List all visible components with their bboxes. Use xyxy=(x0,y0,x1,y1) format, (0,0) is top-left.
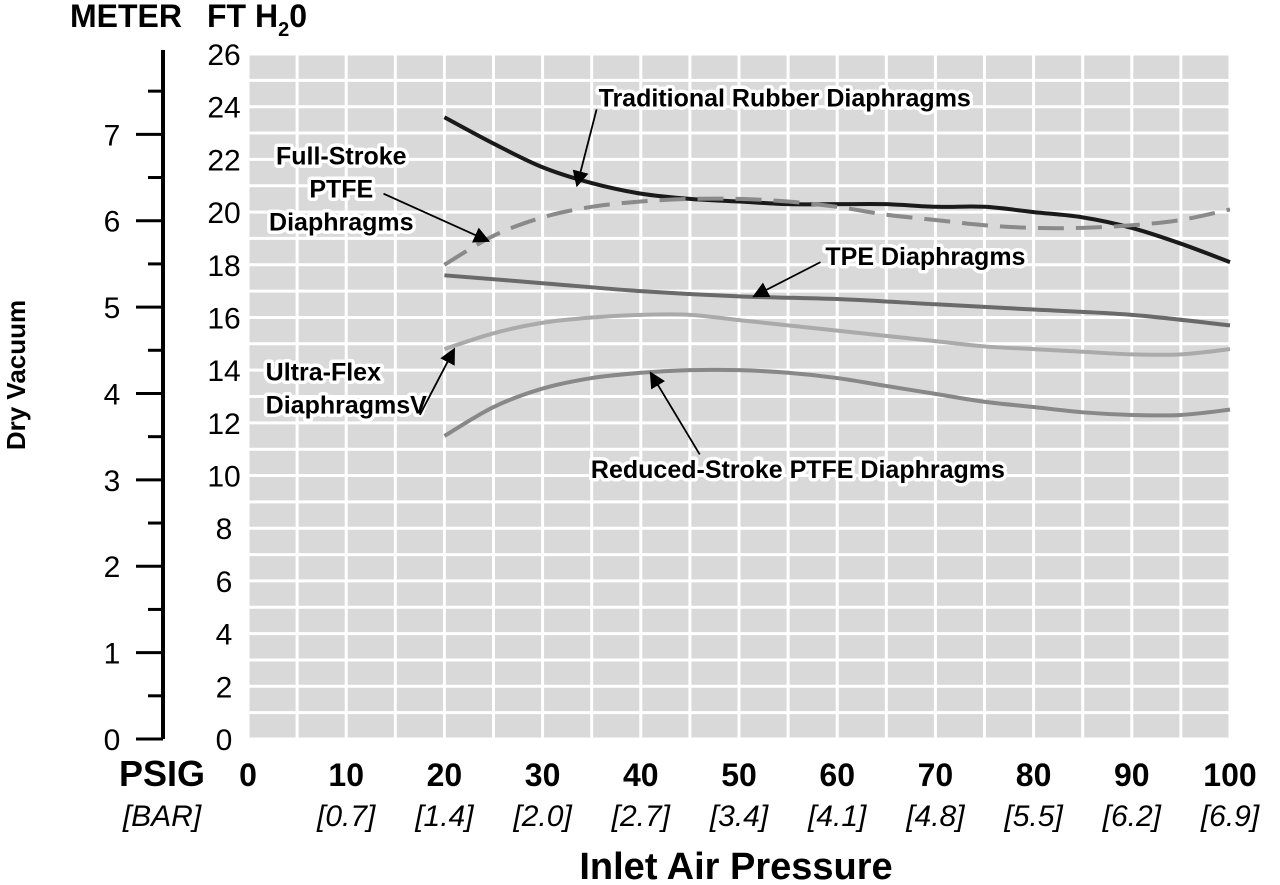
series-line-reduced-stroke-ptfe-diaphragms xyxy=(443,367,1231,438)
series-line-full-stroke-ptfe-diaphragms xyxy=(443,196,1231,267)
x-tick-label: 90 xyxy=(1114,757,1150,793)
annotation-arrow xyxy=(572,109,598,188)
y-tick-label: 26 xyxy=(207,39,240,72)
x-bar-tick-label: [6.2] xyxy=(1102,800,1162,833)
annotation-layer: Traditional Rubber DiaphragmsTraditional… xyxy=(262,81,1029,487)
annotation-label: Traditional Rubber Diaphragms xyxy=(599,85,971,113)
x-tick-label: 80 xyxy=(1016,757,1052,793)
x-tick-label: 10 xyxy=(328,757,364,793)
meter-axis xyxy=(136,50,165,741)
annotation-label: Diaphragms xyxy=(269,209,413,237)
meter-tick-label: 2 xyxy=(104,551,121,584)
y-tick-label: 6 xyxy=(216,566,233,599)
psig-unit-label: PSIG xyxy=(119,753,205,794)
y-tick-label: 22 xyxy=(207,144,240,177)
y-tick-label: 4 xyxy=(216,619,233,652)
x-tick-label: 70 xyxy=(918,757,954,793)
series-line-ultra-flex-diaphragmsv xyxy=(443,312,1231,357)
x-bar-tick-label: [5.5] xyxy=(1003,800,1063,833)
annotation-arrow xyxy=(649,371,701,455)
annotation-label: Reduced-Stroke PTFE Diaphragms xyxy=(591,456,1005,484)
annotation-label-halo: Ultra-Flex xyxy=(266,359,381,387)
x-tick-label: 100 xyxy=(1203,757,1256,793)
x-tick-label: 30 xyxy=(525,757,561,793)
y-tick-label: 2 xyxy=(216,671,233,704)
annotation-label-halo: TPE Diaphragms xyxy=(825,243,1025,271)
meter-tick-label: 6 xyxy=(104,206,121,239)
meter-tick-label: 1 xyxy=(104,638,121,671)
x-bar-tick-label: [6.9] xyxy=(1200,800,1260,833)
annotation-label-halo: DiaphragmsV xyxy=(266,392,427,420)
annotation-label: Full-Stroke xyxy=(276,143,407,171)
meter-tick-label: 4 xyxy=(104,378,121,411)
meter-tick-label: 0 xyxy=(104,724,121,757)
x-tick-label: 40 xyxy=(623,757,659,793)
annotation-label: TPE Diaphragms xyxy=(825,243,1025,271)
y-tick-label: 12 xyxy=(207,408,240,441)
y-tick-label: 14 xyxy=(207,355,240,388)
x-axis-title: Inlet Air Pressure xyxy=(579,846,892,885)
x-tick-label: 20 xyxy=(427,757,463,793)
annotation-arrow xyxy=(419,347,456,416)
meter-tick-label: 5 xyxy=(104,292,121,325)
annotation-label: Ultra-Flex xyxy=(266,359,381,387)
x-bar-tick-label: [2.0] xyxy=(512,800,572,833)
series-line-tpe-diaphragms xyxy=(444,273,1231,328)
y-tick-label: 8 xyxy=(216,513,233,546)
x-bar-tick-label: [4.8] xyxy=(905,800,965,833)
annotation-label-halo: Full-Stroke xyxy=(276,143,407,171)
annotation-label-halo: Diaphragms xyxy=(269,209,413,237)
annotation-label-halo: PTFE xyxy=(309,176,373,204)
x-tick-label: 50 xyxy=(721,757,757,793)
x-bar-tick-label: [3.4] xyxy=(709,800,769,833)
ft-h2o-unit-label: FT H20 xyxy=(207,0,307,41)
meter-tick-label: 3 xyxy=(104,465,121,498)
annotation-label-halo: Traditional Rubber Diaphragms xyxy=(599,85,971,113)
y-tick-label: 20 xyxy=(207,197,240,230)
x-bar-tick-label: [2.7] xyxy=(611,800,671,833)
meter-unit-label: METER xyxy=(70,0,182,34)
y-tick-label: 24 xyxy=(207,92,240,125)
x-tick-label: 60 xyxy=(819,757,855,793)
annotation-arrow xyxy=(383,192,491,243)
x-tick-label: 0 xyxy=(239,757,257,793)
y-tick-label: 18 xyxy=(207,250,240,283)
meter-tick-label: 7 xyxy=(104,119,121,152)
bar-unit-label: [BAR] xyxy=(122,800,202,833)
x-bar-tick-label: [0.7] xyxy=(316,800,376,833)
annotation-arrow xyxy=(752,261,821,298)
annotation-label: DiaphragmsV xyxy=(266,392,427,420)
x-bar-tick-label: [4.1] xyxy=(807,800,867,833)
y-tick-label: 10 xyxy=(207,461,240,494)
annotation-label: PTFE xyxy=(309,176,373,204)
grid xyxy=(246,52,1232,741)
y-axis-title: Dry Vacuum xyxy=(1,300,31,450)
y-tick-label: 0 xyxy=(216,724,233,757)
y-tick-label: 16 xyxy=(207,302,240,335)
annotation-label-halo: Reduced-Stroke PTFE Diaphragms xyxy=(591,456,1005,484)
x-bar-tick-label: [1.4] xyxy=(414,800,474,833)
